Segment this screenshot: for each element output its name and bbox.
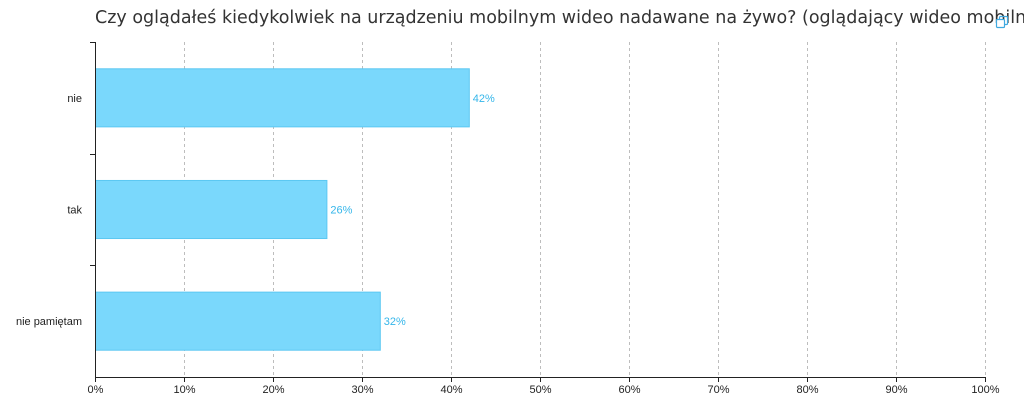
bar xyxy=(95,291,381,351)
chart-title: Czy oglądałeś kiedykolwiek na urządzeniu… xyxy=(95,8,1024,28)
x-tick-label: 90% xyxy=(885,384,907,396)
x-tick-label: 70% xyxy=(707,384,729,396)
x-tick-label: 100% xyxy=(971,384,999,396)
x-tick-label: 60% xyxy=(618,384,640,396)
data-label: 26% xyxy=(330,205,352,217)
bar xyxy=(95,68,470,128)
category-label: nie pamiętam xyxy=(16,316,82,328)
data-label: 42% xyxy=(473,93,495,105)
bar xyxy=(95,179,328,240)
category-label: nie xyxy=(67,93,82,105)
x-tick-label: 80% xyxy=(796,384,818,396)
x-tick-label: 40% xyxy=(440,384,462,396)
x-tick-label: 50% xyxy=(529,384,551,396)
category-label: tak xyxy=(67,205,82,217)
data-label: 32% xyxy=(384,316,406,328)
x-tick-label: 20% xyxy=(262,384,284,396)
copy-icon[interactable] xyxy=(995,15,1009,29)
x-tick-label: 0% xyxy=(88,384,104,396)
x-tick-label: 30% xyxy=(351,384,373,396)
x-tick-label: 10% xyxy=(173,384,195,396)
